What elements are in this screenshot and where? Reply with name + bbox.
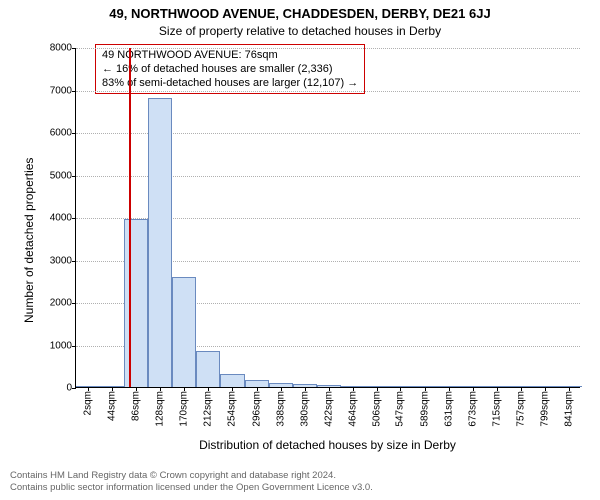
gridline [76, 91, 580, 92]
x-tick-label: 2sqm [83, 391, 94, 415]
footer: Contains HM Land Registry data © Crown c… [10, 470, 373, 494]
y-tick-label: 0 [66, 383, 72, 394]
x-tick-label: 338sqm [275, 391, 286, 427]
y-tick-label: 8000 [50, 43, 72, 54]
histogram-bar [124, 219, 148, 387]
x-tick-label: 673sqm [467, 391, 478, 427]
x-tick-label: 254sqm [227, 391, 238, 427]
y-tick [72, 303, 76, 304]
y-tick-label: 6000 [50, 128, 72, 139]
y-tick-label: 2000 [50, 298, 72, 309]
x-tick-label: 86sqm [131, 391, 142, 421]
y-tick [72, 261, 76, 262]
x-tick-label: 589sqm [419, 391, 430, 427]
x-tick-label: 128sqm [155, 391, 166, 427]
page-subtitle: Size of property relative to detached ho… [0, 24, 600, 38]
x-tick-label: 422sqm [323, 391, 334, 427]
y-tick [72, 176, 76, 177]
y-tick [72, 91, 76, 92]
page-title: 49, NORTHWOOD AVENUE, CHADDESDEN, DERBY,… [0, 6, 600, 21]
x-tick-label: 547sqm [395, 391, 406, 427]
y-tick-label: 1000 [50, 340, 72, 351]
histogram-plot: 0100020003000400050006000700080002sqm44s… [75, 48, 580, 388]
y-tick [72, 48, 76, 49]
histogram-bar [148, 98, 172, 387]
y-tick [72, 133, 76, 134]
histogram-bar [196, 351, 220, 387]
y-tick-label: 5000 [50, 170, 72, 181]
y-axis-label: Number of detached properties [22, 158, 36, 323]
y-tick-label: 3000 [50, 255, 72, 266]
x-tick-label: 380sqm [299, 391, 310, 427]
x-tick-label: 841sqm [563, 391, 574, 427]
x-tick-label: 464sqm [347, 391, 358, 427]
y-tick [72, 218, 76, 219]
histogram-bar [172, 277, 196, 388]
y-tick [72, 346, 76, 347]
x-tick-label: 506sqm [371, 391, 382, 427]
x-tick-label: 44sqm [107, 391, 118, 421]
y-tick-label: 7000 [50, 85, 72, 96]
histogram-bar [220, 374, 244, 387]
y-tick [72, 388, 76, 389]
gridline [76, 48, 580, 49]
property-marker-line [129, 48, 131, 387]
footer-line-1: Contains HM Land Registry data © Crown c… [10, 470, 373, 482]
x-tick-label: 170sqm [179, 391, 190, 427]
y-tick-label: 4000 [50, 213, 72, 224]
x-tick-label: 631sqm [443, 391, 454, 427]
x-axis-label: Distribution of detached houses by size … [75, 438, 580, 452]
x-tick-label: 212sqm [203, 391, 214, 427]
x-tick-label: 757sqm [515, 391, 526, 427]
x-tick-label: 715sqm [491, 391, 502, 427]
x-tick-label: 799sqm [539, 391, 550, 427]
histogram-bar [245, 380, 269, 387]
footer-line-2: Contains public sector information licen… [10, 482, 373, 494]
x-tick-label: 296sqm [251, 391, 262, 427]
